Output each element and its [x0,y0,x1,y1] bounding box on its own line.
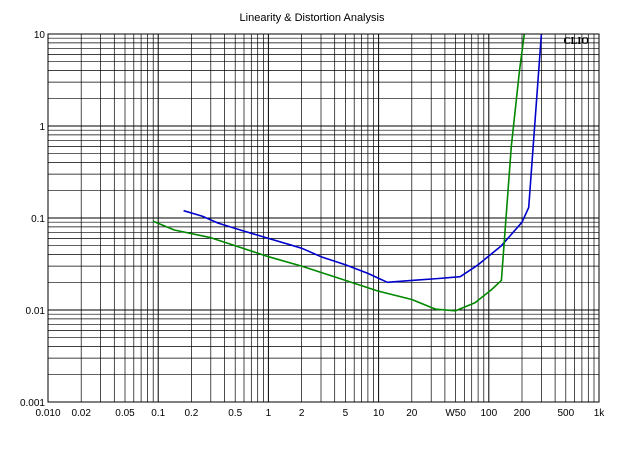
x-tick-label: 5 [343,408,349,419]
y-tick-label: 1 [39,122,45,133]
x-tick-label: 2 [299,408,305,419]
y-tick-label: 0.01 [26,306,46,317]
x-tick-label: 500 [557,408,574,419]
x-tick-label: 0.5 [228,408,242,419]
x-tick-label: 0.010 [35,408,60,419]
chart-title: Linearity & Distortion Analysis [240,12,385,24]
x-tick-label: 20 [406,408,418,419]
x-axis-tick-labels: 0.010 0.02 0.05 0.1 0.2 0.5 1 2 5 10 20 W50 100 200 50… [35,408,605,419]
series-line-2 [152,33,526,312]
x-tick-label: 10 [373,408,385,419]
x-tick-label: 0.02 [71,408,91,419]
clio-brand-label: CLIO [563,36,589,47]
y-axis-tick-labels: 10 1 0.1 0.01 0.001 [20,30,45,409]
series-layer [152,33,543,312]
y-tick-label: 0.001 [20,398,45,409]
x-tick-label: 0.2 [184,408,198,419]
y-tick-label: 10 [34,30,46,41]
x-tick-label: 1k [594,408,606,419]
x-tick-label: 0.1 [151,408,165,419]
plot-frame [47,33,600,403]
x-tick-label: 200 [514,408,531,419]
x-tick-label: 0.05 [115,408,135,419]
y-tick-label: 0.1 [31,214,45,225]
x-tick-label: 100 [480,408,497,419]
x-tick-label: W50 [445,408,466,419]
series-line-1 [183,33,543,284]
x-tick-label: 1 [266,408,272,419]
